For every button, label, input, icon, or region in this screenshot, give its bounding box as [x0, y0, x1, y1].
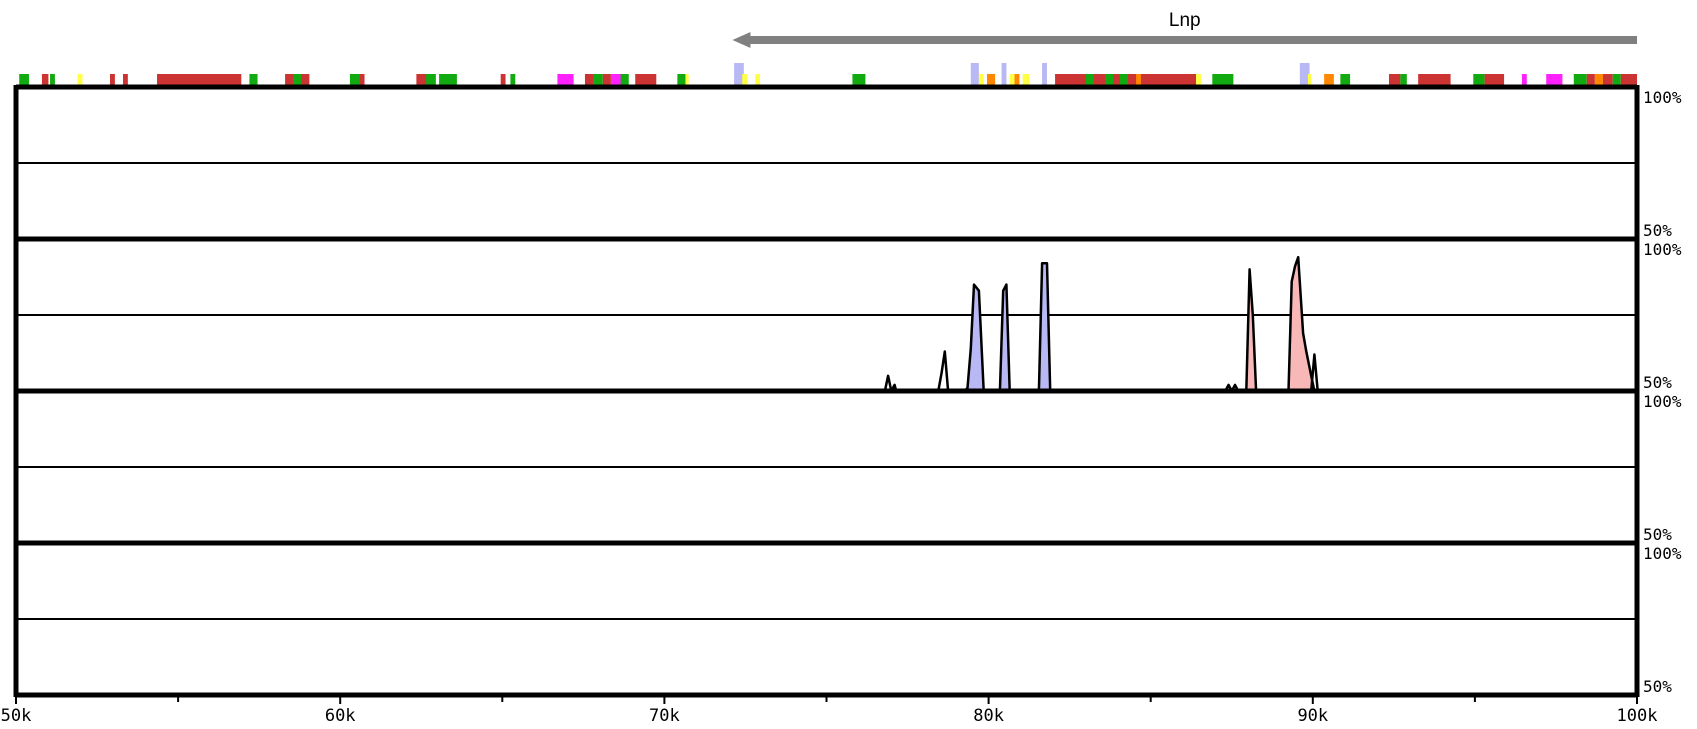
feature-block: [742, 74, 748, 86]
feature-block: [1196, 74, 1201, 86]
x-tick-label: 90k: [1297, 706, 1328, 726]
feature-block: [1009, 74, 1015, 86]
feature-block: [1388, 74, 1401, 86]
feature-block: [416, 74, 428, 86]
feature-block: [1340, 74, 1351, 86]
feature-block: [1212, 74, 1234, 86]
conservation-peak: [1245, 268, 1258, 393]
feature-block: [635, 74, 657, 86]
feature-block: [1324, 74, 1334, 86]
y-label-bottom: 50%: [1643, 525, 1672, 544]
feature-block: [349, 74, 363, 86]
feature-block: [50, 74, 55, 86]
conservation-peak: [1287, 255, 1316, 393]
feature-block: [1400, 74, 1407, 86]
feature-block: [1612, 74, 1621, 86]
feature-block: [1418, 74, 1451, 86]
feature-block: [157, 74, 242, 86]
feature-block: [1042, 63, 1047, 86]
feature-block: [77, 74, 83, 86]
feature-block: [1022, 74, 1030, 86]
conservation-peak: [963, 283, 985, 393]
feature-block: [426, 74, 436, 86]
feature-block: [1620, 74, 1637, 86]
x-tick-label: 80k: [973, 706, 1004, 726]
feature-block: [1136, 74, 1141, 86]
feature-block: [1014, 74, 1020, 86]
feature-block: [1602, 74, 1613, 86]
conservation-peak: [998, 283, 1011, 393]
y-label-top: 100%: [1643, 240, 1682, 259]
feature-block: [685, 74, 689, 86]
y-label-bottom: 50%: [1643, 373, 1672, 392]
gene-arrow-body: [746, 36, 1637, 44]
x-tick-label: 60k: [325, 706, 356, 726]
x-tick-label: 100k: [1617, 706, 1658, 726]
feature-block: [602, 74, 611, 86]
feature-block: [110, 74, 115, 86]
x-tick-label: 50k: [1, 706, 32, 726]
feature-block: [852, 74, 866, 86]
gene-arrow-head: [732, 32, 751, 48]
feature-block: [1586, 74, 1595, 86]
feature-block: [1473, 74, 1485, 86]
feature-block: [1484, 74, 1505, 86]
feature-block: [1001, 63, 1007, 86]
y-label-bottom: 50%: [1643, 677, 1672, 696]
feature-block: [1119, 74, 1129, 86]
y-label-top: 100%: [1643, 392, 1682, 411]
feature-block: [122, 74, 128, 86]
gene-label: Lnp: [1169, 10, 1201, 31]
feature-block: [359, 74, 365, 86]
feature-block: [986, 74, 996, 86]
conservation-peak: [937, 350, 950, 393]
feature-block: [1594, 74, 1603, 86]
feature-block: [593, 74, 603, 86]
y-label-top: 100%: [1643, 544, 1682, 563]
feature-block: [1546, 74, 1563, 86]
feature-block: [293, 74, 302, 86]
feature-block: [249, 74, 258, 86]
conservation-peak: [1037, 262, 1052, 393]
feature-block: [620, 74, 629, 86]
feature-block: [500, 74, 506, 86]
feature-block: [584, 74, 597, 86]
feature-block: [1521, 74, 1527, 86]
feature-block: [1085, 74, 1094, 86]
feature-block: [510, 74, 516, 86]
feature-block: [734, 63, 744, 86]
feature-block: [557, 74, 574, 86]
feature-block: [978, 74, 984, 86]
feature-block: [610, 74, 623, 86]
feature-block: [1299, 63, 1310, 86]
feature-block: [1105, 74, 1114, 86]
y-label-top: 100%: [1643, 88, 1682, 107]
feature-block: [1573, 74, 1587, 86]
feature-block: [41, 74, 49, 86]
feature-block: [439, 74, 457, 86]
x-tick-label: 70k: [649, 706, 680, 726]
feature-block: [1307, 74, 1312, 86]
feature-block: [677, 74, 686, 86]
feature-block: [970, 63, 979, 86]
feature-block: [755, 74, 761, 86]
y-label-bottom: 50%: [1643, 221, 1672, 240]
feature-block: [19, 74, 29, 86]
